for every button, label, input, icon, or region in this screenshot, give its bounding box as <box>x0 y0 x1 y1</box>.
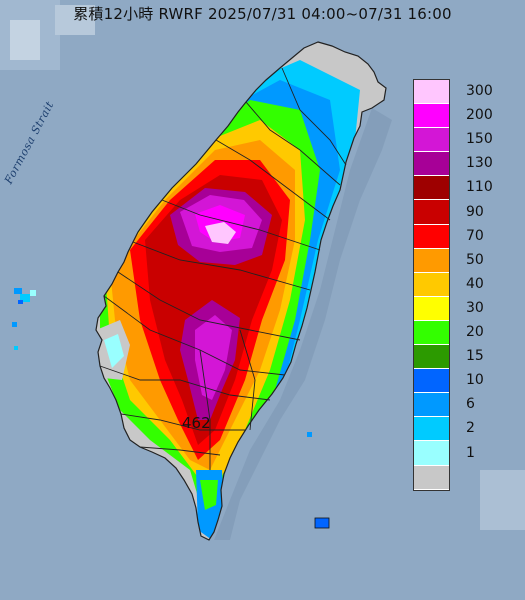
legend-label: 50 <box>466 251 484 268</box>
legend-label: 6 <box>466 396 475 413</box>
coast-shadow <box>214 108 392 540</box>
legend-label: 20 <box>466 324 484 340</box>
legend-swatch <box>414 104 449 129</box>
legend-swatch <box>414 152 449 177</box>
legend-label: 30 <box>466 299 484 316</box>
legend-label: 150 <box>466 131 493 148</box>
legend-label: 300 <box>466 83 493 99</box>
legend-swatch <box>414 248 449 273</box>
legend-label: 1 <box>466 444 475 461</box>
legend-swatch <box>414 465 449 490</box>
legend-label: 200 <box>466 107 493 124</box>
legend-label: 15 <box>466 348 484 365</box>
legend-swatch <box>414 80 449 105</box>
legend-label: 90 <box>466 203 484 220</box>
legend-swatch <box>414 272 449 297</box>
legend-swatch <box>414 345 449 370</box>
county-borders <box>95 41 387 541</box>
island-rainfall <box>96 42 386 540</box>
legend-swatch <box>414 320 449 346</box>
legend-swatch <box>414 417 449 442</box>
legend-swatch <box>414 128 449 153</box>
legend-swatch <box>414 224 449 249</box>
legend-swatch <box>414 369 449 394</box>
legend-label: 70 <box>466 227 484 244</box>
map-title: 累積12小時 RWRF 2025/07/31 04:00~07/31 16:00 <box>73 5 452 23</box>
legend-label: 130 <box>466 155 493 172</box>
legend-label: 2 <box>466 420 475 437</box>
rainfall-legend <box>413 79 450 491</box>
legend-swatch <box>414 200 449 225</box>
offshore-islands <box>307 432 330 529</box>
penghu-islands <box>12 288 36 350</box>
legend-swatch <box>414 296 449 321</box>
sea-texture <box>0 0 525 530</box>
legend-swatch <box>414 176 449 201</box>
legend-label: 40 <box>466 275 484 292</box>
legend-swatch <box>414 441 449 466</box>
legend-label: 10 <box>466 372 484 389</box>
legend-label: 110 <box>466 179 493 196</box>
max-rainfall-value: 462 <box>182 414 211 432</box>
legend-swatch <box>414 393 449 418</box>
